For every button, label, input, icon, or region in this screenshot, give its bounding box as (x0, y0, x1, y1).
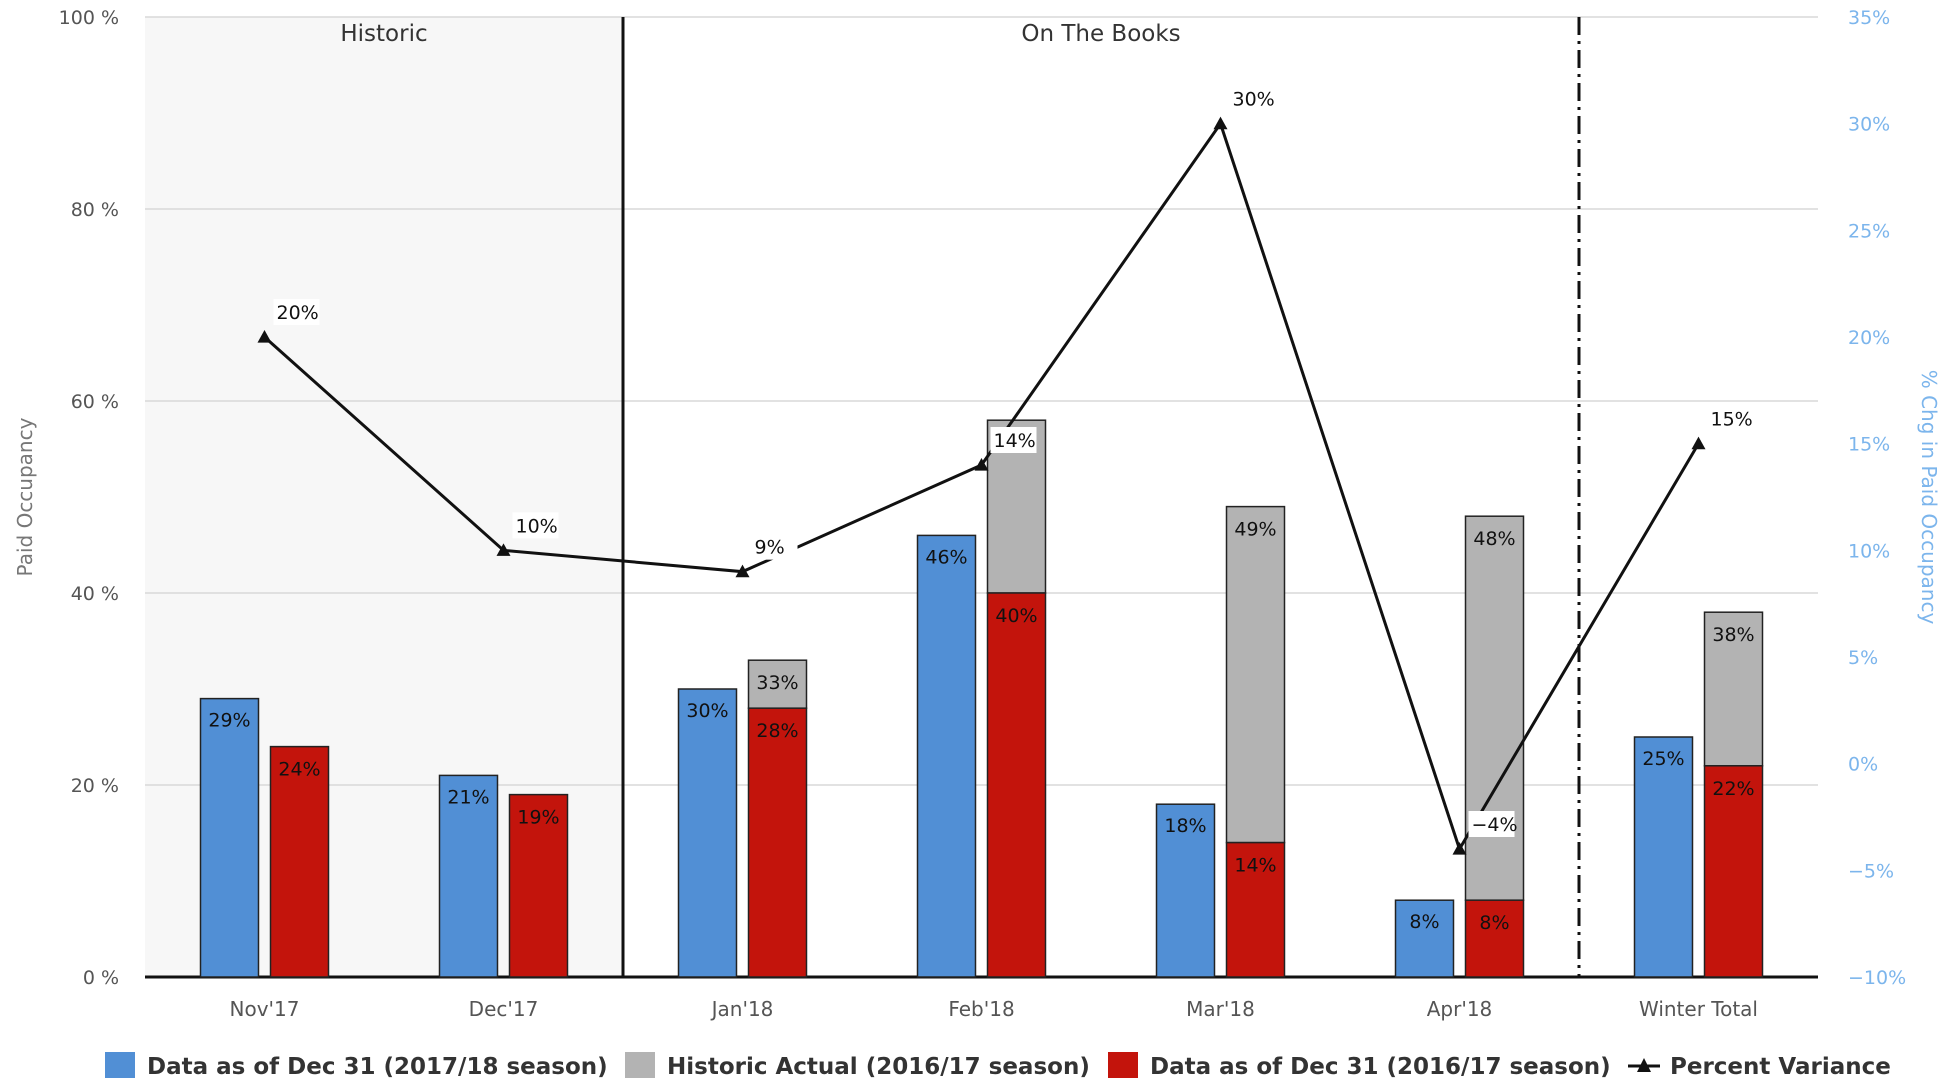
variance-label-bg (512, 512, 559, 539)
y-right-tick-label: 10% (1848, 540, 1890, 562)
bar-prior-season (1464, 899, 1525, 978)
legend: Data as of Dec 31 (2017/18 season) Histor… (105, 1052, 1891, 1080)
bar-label-current: 30% (686, 700, 728, 722)
bar-label-historic: 48% (1473, 528, 1515, 550)
variance-point (496, 543, 511, 556)
grid-lines (145, 16, 1818, 786)
variance-label-bg (751, 533, 798, 560)
bar-prior-season (1703, 765, 1764, 978)
legend-swatch (105, 1052, 135, 1078)
data-labels: 29%24%21%19%30%33%28%46%58%40%18%49%14%8… (208, 85, 1755, 934)
y-left-tick-label: 0 % (83, 967, 119, 989)
variance-label-bg (1229, 85, 1276, 112)
variance-label: −4% (1472, 814, 1518, 836)
bar-historic-actual (1703, 611, 1764, 767)
x-tick-label: Winter Total (1639, 997, 1758, 1021)
bar-label-current: 18% (1164, 815, 1206, 837)
bar-label-current: 29% (208, 710, 250, 732)
legend-label: Data as of Dec 31 (2016/17 season) (1150, 1054, 1611, 1080)
band-label-on-the-books: On The Books (1021, 21, 1180, 47)
variance-label: 10% (516, 515, 558, 537)
y-right-tick-label: 30% (1848, 114, 1890, 136)
bar-label-prior: 40% (995, 605, 1037, 627)
variance-point (974, 458, 989, 471)
band-label-historic: Historic (340, 21, 427, 47)
bar-label-prior: 19% (517, 807, 559, 829)
bar-prior-season (747, 707, 808, 978)
bar-prior-season (508, 793, 569, 978)
x-tick-label: Nov'17 (230, 997, 300, 1021)
axes: 0 % 20 % 40 % 60 % 80 % 100 % −10% −5% 0% 5% 10% 15… (13, 7, 1940, 1021)
y-right-tick-label: 25% (1848, 220, 1890, 242)
variance-label-bg (1468, 811, 1515, 837)
legend-swatch (625, 1052, 655, 1078)
bar-label-historic: 38% (1712, 624, 1754, 646)
bar-label-prior: 14% (1234, 855, 1276, 877)
bar-label-prior: 8% (1479, 912, 1509, 934)
variance-point (257, 330, 272, 343)
legend-swatch (1108, 1052, 1138, 1078)
bar-prior-season (1225, 841, 1286, 978)
legend-label: Data as of Dec 31 (2017/18 season) (147, 1054, 608, 1080)
y-right-tick-label: −5% (1848, 860, 1894, 882)
variance-label: 9% (755, 537, 785, 559)
bar-label-prior: 24% (278, 759, 320, 781)
x-tick-label: Jan'18 (710, 997, 774, 1021)
bar-label-prior: 22% (1712, 778, 1754, 800)
y-right-tick-label: 20% (1848, 327, 1890, 349)
variance-label-bg (1707, 405, 1754, 432)
bar-label-historic: 49% (1234, 519, 1276, 541)
y-left-axis-title: Paid Occupancy (13, 417, 37, 576)
variance-point (1452, 842, 1467, 855)
y-right-axis-title: % Chg in Paid Occupancy (1917, 370, 1940, 625)
bar-label-current: 46% (925, 546, 967, 568)
variance-line (257, 116, 1706, 855)
bar-current-season (677, 688, 738, 978)
y-right-tick-label: 0% (1848, 754, 1878, 776)
y-left-tick-label: 60 % (71, 391, 119, 413)
variance-label: 20% (277, 302, 319, 324)
x-tick-label: Dec'17 (469, 997, 539, 1021)
bar-current-season (438, 774, 499, 978)
bar-prior-season (986, 592, 1047, 978)
bar-label-current: 8% (1409, 911, 1439, 933)
y-right-tick-label: −10% (1848, 967, 1906, 989)
variance-point (735, 564, 750, 578)
variance-label-bg (990, 427, 1037, 453)
y-right-tick-label: 5% (1848, 647, 1878, 669)
y-left-tick-label: 20 % (71, 775, 119, 797)
y-right-tick-label: 35% (1848, 7, 1890, 29)
y-right-tick-label: 15% (1848, 434, 1890, 456)
legend-label: Historic Actual (2016/17 season) (667, 1054, 1090, 1080)
bar-historic-actual (1464, 515, 1525, 901)
y-left-tick-label: 80 % (71, 199, 119, 221)
variance-point (1691, 436, 1706, 450)
bar-current-season (199, 697, 260, 978)
x-tick-label: Feb'18 (948, 997, 1014, 1021)
bar-current-season (1155, 803, 1216, 978)
x-tick-label: Apr'18 (1427, 997, 1493, 1021)
bar-current-season (1394, 899, 1455, 978)
bar-historic-actual (1225, 505, 1286, 844)
legend-label: Percent Variance (1670, 1054, 1891, 1080)
variance-label-bg (273, 299, 320, 325)
variance-point (1213, 116, 1228, 130)
bar-label-historic: 33% (756, 672, 798, 694)
bar-label-current: 25% (1642, 748, 1684, 770)
bar-prior-season (269, 745, 330, 978)
y-left-tick-label: 100 % (59, 7, 119, 29)
variance-label: 14% (994, 430, 1036, 452)
variance-label: 30% (1233, 89, 1275, 111)
x-tick-label: Mar'18 (1186, 997, 1255, 1021)
bar-current-season (1633, 736, 1694, 978)
y-left-tick-label: 40 % (71, 583, 119, 605)
bar-label-current: 21% (447, 786, 489, 808)
bar-label-prior: 28% (756, 720, 798, 742)
bar-current-season (916, 534, 977, 978)
variance-label: 15% (1711, 409, 1753, 431)
legend-line-marker (1637, 1058, 1651, 1072)
